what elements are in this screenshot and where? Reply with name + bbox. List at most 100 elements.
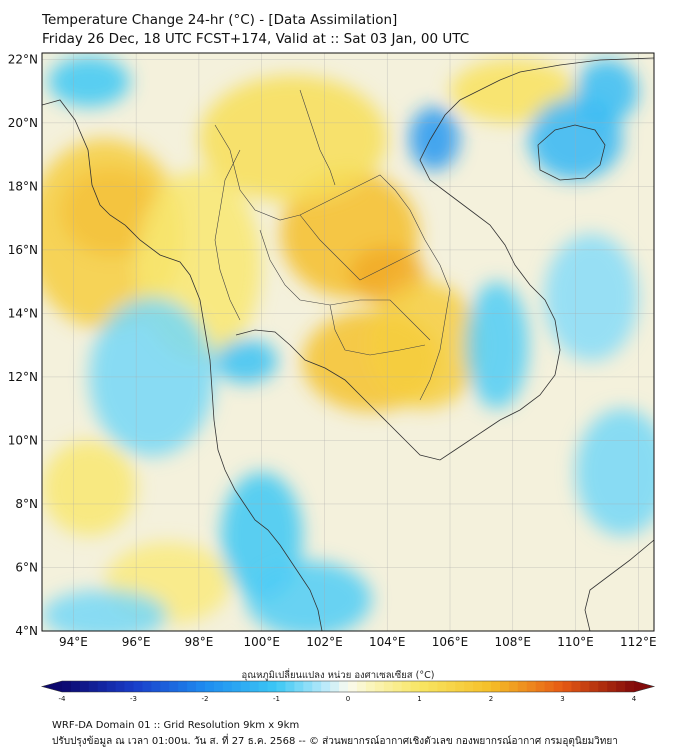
field-anomaly-16 [48,56,130,107]
colorbar-cell [356,681,367,692]
colorbar-cell [187,681,197,692]
colorbar-cell [133,681,143,692]
colorbar-min-extend [42,681,62,692]
colorbar-cell [88,681,99,692]
colorbar-cell [544,681,554,692]
gulf-of-thailand-coast [235,57,654,461]
colorbar-cell [267,681,277,692]
colorbar-cell [535,681,546,692]
colorbar-cell [222,681,233,692]
colorbar-cell [79,681,90,692]
colorbar-cell [401,681,411,692]
colorbar-cell [240,681,251,692]
colorbar-tick-label: 1 [417,695,421,703]
lat-tick-label: 4°N [15,624,38,638]
colorbar-cell [473,681,483,692]
colorbar-tick-label: -2 [202,695,209,703]
lon-tick-label: 102°E [306,635,343,649]
field-anomaly-6 [198,75,388,203]
colorbar-cell [553,681,563,692]
colorbar-cell [70,681,81,692]
field-anomaly-9 [42,440,137,536]
lon-tick-label: 96°E [122,635,151,649]
colorbar-cell [428,681,438,692]
colorbar-cell [294,681,304,692]
colorbar-cell [571,681,581,692]
colorbar-cell [419,681,429,692]
colorbar-cell [482,681,492,692]
field-anomaly-18 [246,561,372,631]
colorbar-cell [339,681,349,692]
field-anomaly-22 [42,589,168,631]
colorbar-cell [455,681,465,692]
colorbar-cell [348,681,358,692]
colorbar-cell [365,681,376,692]
colorbar-outline [40,680,656,693]
colorbar-cell [178,681,188,692]
colorbar-cell [437,681,447,692]
colorbar-cell [392,681,403,692]
lon-tick-label: 98°E [184,635,213,649]
hainan-island [537,124,606,181]
colorbar-cell [499,681,510,692]
map-plot-area [42,53,654,631]
colorbar-cell [97,681,108,692]
colorbar-cell [258,681,268,692]
colorbar-cell [62,681,72,692]
lat-tick-label: 18°N [8,179,38,193]
mainland-coastline [42,99,323,631]
colorbar-cell [410,681,420,692]
colorbar-cell [160,681,170,692]
chart-title: Temperature Change 24-hr (°C) - [Data As… [42,12,398,28]
temperature-change-map: 22°N 20°N 18°N 16°N 14°N 12°N 10°N 8°N 6°N 4°N 94… [8,52,657,649]
lat-tick-label: 16°N [8,243,38,257]
colorbar-cell [589,681,599,692]
footer-credits: ปรับปรุงข้อมูล ณ เวลา 01:00น. วัน ส. ที่… [52,736,618,747]
lat-tick-label: 10°N [8,433,38,447]
colorbar-cell [124,681,134,692]
colorbar-cell [598,681,608,692]
colorbar-cell [330,681,340,692]
colorbar-cell [213,681,224,692]
colorbar-tick-label: 2 [489,695,493,703]
colorbar-cell [276,681,286,692]
lat-tick-label: 12°N [8,370,38,384]
colorbar-cell [303,681,313,692]
colorbar-cell [142,681,152,692]
lon-tick-label: 94°E [59,635,88,649]
lat-tick-label: 20°N [8,116,38,130]
lon-tick-label: 106°E [432,635,469,649]
colorbar: -4 -3 -2 -1 0 1 2 3 4 [40,680,656,703]
lat-tick-label: 8°N [15,497,38,511]
colorbar-cell [383,681,394,692]
field-anomaly-13 [575,59,639,123]
colorbar-cell [625,681,635,692]
colorbar-cell [115,681,125,692]
colorbar-cell [151,681,161,692]
field-anomaly-19 [465,281,529,409]
field-anomaly-21 [575,408,654,536]
lat-tick-label: 6°N [15,560,38,574]
lon-tick-label: 104°E [369,635,406,649]
chart-subtitle: Friday 26 Dec, 18 UTC FCST+174, Valid at… [42,31,470,47]
colorbar-cell [508,681,519,692]
colorbar-cell [607,681,617,692]
field-anomaly-20 [544,234,639,362]
colorbar-cell [321,681,331,692]
lat-tick-label: 14°N [8,306,38,320]
colorbar-cell [526,681,537,692]
coastlines [42,57,654,631]
colorbar-cell [285,681,295,692]
lon-tick-label: 112°E [620,635,657,649]
colorbar-cell [464,681,474,692]
colorbar-cell [491,681,501,692]
footer-model-info: WRF-DA Domain 01 :: Grid Resolution 9km … [52,720,300,731]
colorbar-tick-label: -4 [59,695,67,703]
colorbar-cell [169,681,179,692]
borders [214,89,451,401]
colorbar-max-extend [634,681,654,692]
borneo-coast [584,539,654,631]
colorbar-cell [580,681,590,692]
lon-tick-label: 108°E [495,635,532,649]
colorbar-tick-label: -1 [273,695,280,703]
